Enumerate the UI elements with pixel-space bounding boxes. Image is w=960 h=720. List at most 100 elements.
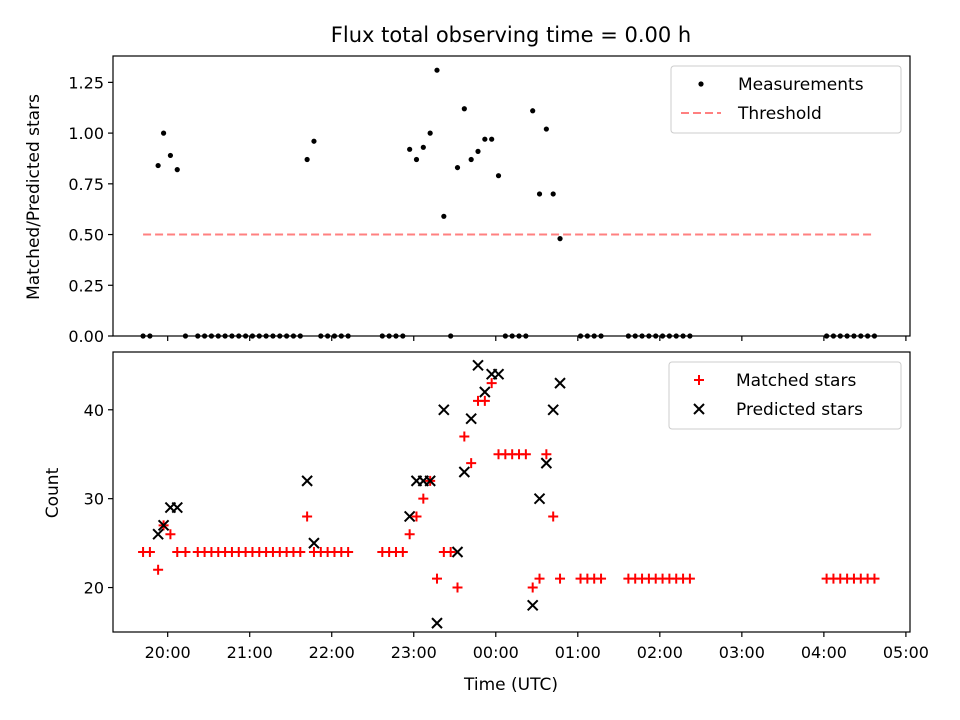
top-axes-frame	[112, 55, 911, 337]
top-measurements-point	[468, 156, 474, 163]
bottom-predicted-stars-point	[431, 617, 443, 629]
chart-title: Flux total observing time = 0.00 h	[331, 23, 691, 47]
top-measurements-point	[536, 191, 543, 197]
bottom-matched-stars-point	[411, 511, 422, 522]
bottom-legend-marker-matched-stars	[694, 375, 704, 385]
bottom-matched-stars-point	[165, 529, 176, 540]
bottom-y-tick-label: 40	[84, 401, 104, 420]
bottom-matched-stars-point	[596, 573, 607, 584]
top-legend-label-threshold: Threshold	[737, 104, 822, 124]
top-y-tick-label: 0.00	[68, 327, 104, 346]
bottom-matched-stars-point	[397, 547, 408, 557]
top-y-tick-label: 1.25	[68, 73, 104, 92]
bottom-predicted-stars-point	[403, 510, 416, 523]
bottom-matched-stars-point	[479, 395, 490, 406]
bottom-x-tick-label: 00:00	[473, 643, 519, 662]
bottom-x-tick-label: 04:00	[801, 643, 847, 662]
top-measurements-point	[434, 67, 440, 73]
bottom-predicted-stars-point	[540, 457, 553, 469]
top-panel: 0.00 0.25 0.50 0.75 1.00 1.25 Measurements Thre…	[68, 55, 911, 346]
bottom-x-tick-label: 05:00	[883, 643, 929, 662]
bottom-legend-box	[668, 361, 902, 430]
bottom-matched-stars-point	[431, 573, 442, 584]
top-measurements-point	[407, 146, 413, 152]
top-legend-label-measurements: Measurements	[738, 75, 864, 95]
top-measurements-point	[441, 213, 447, 219]
top-y-tick-label: 0.25	[68, 276, 104, 295]
bottom-predicted-stars-point	[533, 492, 546, 505]
bottom-legend-label-matched-stars: Matched stars	[736, 371, 856, 391]
top-legend-box	[670, 65, 902, 134]
bottom-matched-stars-point	[869, 573, 880, 584]
bottom-predicted-stars-point	[424, 475, 436, 487]
bottom-matched-stars-point	[684, 573, 695, 584]
bottom-predicted-stars-point	[438, 404, 450, 416]
bottom-x-tick-label: 22:00	[309, 643, 355, 662]
top-measurements-point	[304, 156, 310, 163]
bottom-matched-stars-point	[520, 449, 531, 460]
top-measurements-point	[489, 136, 495, 142]
bottom-predicted-stars-point	[157, 519, 170, 532]
top-legend: Measurements Threshold	[670, 65, 902, 134]
top-legend-marker-measurements	[698, 81, 704, 87]
bottom-matched-stars-point	[555, 573, 566, 584]
bottom-legend-marker-predicted-stars	[693, 403, 705, 415]
bottom-predicted-stars-point	[301, 475, 313, 487]
bottom-predicted-stars-point	[526, 599, 539, 612]
bottom-x-tick-label: 20:00	[145, 643, 191, 662]
top-y-tick-label: 1.00	[68, 124, 104, 143]
bottom-matched-stars-point	[466, 458, 477, 469]
bottom-matched-stars-point	[144, 547, 155, 557]
top-measurements-point	[557, 236, 563, 242]
bottom-matched-stars-point	[153, 564, 164, 575]
bottom-predicted-stars-point	[465, 412, 477, 425]
top-measurements-point	[495, 173, 502, 179]
top-measurements-point	[454, 164, 461, 171]
bottom-matched-stars-point	[452, 582, 463, 593]
bottom-predicted-stars-point	[547, 404, 559, 416]
top-measurements-point	[530, 108, 536, 114]
bottom-panel: 20 30 40 20:00 21:00 22:00 23:00 00:00 01:00 02:0…	[84, 351, 929, 662]
bottom-axes-frame	[112, 351, 911, 633]
top-measurements-point	[167, 152, 174, 159]
bottom-predicted-stars-point	[451, 546, 464, 558]
top-measurements-point	[155, 162, 161, 169]
bottom-legend-label-predicted-stars: Predicted stars	[736, 400, 863, 420]
bottom-matched-stars-point	[404, 529, 415, 540]
bottom-matched-stars-point	[534, 573, 545, 584]
bottom-matched-stars-point	[486, 378, 497, 389]
top-measurements-point	[482, 136, 488, 142]
bottom-matched-stars-point	[302, 511, 313, 522]
bottom-x-tick-label: 03:00	[719, 643, 765, 662]
bottom-y-axis-label: Count	[43, 467, 63, 518]
x-axis-label: Time (UTC)	[463, 675, 558, 695]
bottom-predicted-stars-point	[152, 528, 164, 540]
bottom-x-tick-label: 02:00	[637, 643, 683, 662]
bottom-matched-stars-point	[418, 493, 429, 504]
bottom-predicted-stars-point	[472, 359, 484, 372]
bottom-predicted-stars-point	[554, 377, 566, 389]
top-y-tick-label: 0.50	[68, 226, 104, 245]
bottom-x-tick-label: 23:00	[391, 643, 437, 662]
top-measurements-point	[475, 148, 481, 154]
top-measurements-point	[413, 156, 420, 163]
top-y-tick-label: 0.75	[68, 175, 104, 194]
bottom-legend: Matched stars Predicted stars	[668, 361, 902, 430]
bottom-matched-stars-point	[548, 511, 559, 522]
bottom-y-tick-label: 20	[84, 579, 104, 598]
bottom-matched-stars-point	[527, 582, 538, 593]
bottom-x-tick-label: 21:00	[227, 643, 273, 662]
top-measurements-point	[160, 130, 167, 136]
bottom-matched-stars-point	[180, 547, 191, 557]
bottom-matched-stars-point	[541, 449, 552, 460]
top-measurements-point	[311, 138, 317, 144]
bottom-predicted-stars-point	[171, 501, 183, 514]
bottom-y-tick-label: 30	[84, 490, 104, 509]
bottom-predicted-stars-point	[308, 537, 320, 549]
top-measurements-point	[427, 130, 433, 136]
bottom-predicted-stars-point	[479, 386, 491, 398]
top-measurements-point	[461, 106, 467, 112]
top-measurements-point	[550, 191, 556, 197]
top-measurements-point	[543, 126, 549, 132]
